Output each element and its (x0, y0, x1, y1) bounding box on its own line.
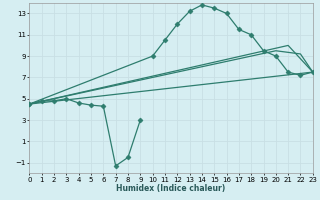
X-axis label: Humidex (Indice chaleur): Humidex (Indice chaleur) (116, 184, 226, 193)
